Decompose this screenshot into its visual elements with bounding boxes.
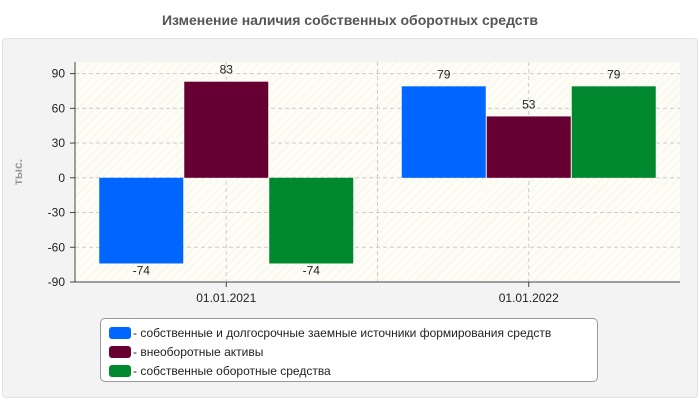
data-label: 79 (437, 67, 451, 81)
y-axis-label: тыс. (11, 159, 25, 185)
legend-label: - собственные и долгосрочные заемные ист… (133, 325, 552, 340)
legend-swatch (109, 345, 131, 358)
y-tick-label: 90 (52, 67, 66, 81)
y-tick-label: 0 (58, 171, 65, 185)
y-tick-label: 60 (52, 101, 66, 115)
legend-item: - внеоборотные активы (109, 342, 597, 361)
legend-item: - собственные оборотные средства (109, 361, 597, 380)
y-tick-label: -60 (48, 240, 66, 254)
bar (99, 177, 184, 264)
bar (184, 81, 269, 178)
data-label: 53 (522, 97, 536, 111)
bar (571, 86, 656, 178)
data-label: 79 (607, 67, 621, 81)
bar (269, 177, 354, 264)
data-label: 83 (220, 63, 234, 77)
bar (401, 86, 486, 178)
legend-label: - собственные оборотные средства (133, 363, 331, 378)
legend-swatch (109, 364, 131, 377)
y-tick-label: -90 (48, 275, 66, 289)
data-label: -74 (303, 263, 321, 277)
legend-swatch (109, 326, 131, 339)
chart-title: Изменение наличия собственных оборотных … (161, 12, 539, 28)
bar (486, 116, 571, 178)
x-tick-label: 01.01.2022 (499, 291, 559, 305)
data-label: -74 (133, 263, 151, 277)
legend-item: - собственные и долгосрочные заемные ист… (109, 323, 597, 342)
legend-label: - внеоборотные активы (133, 344, 264, 359)
y-tick-label: -30 (48, 206, 66, 220)
y-tick-label: 30 (52, 136, 66, 150)
x-tick-label: 01.01.2021 (196, 291, 256, 305)
legend: - собственные и долгосрочные заемные ист… (100, 318, 598, 382)
